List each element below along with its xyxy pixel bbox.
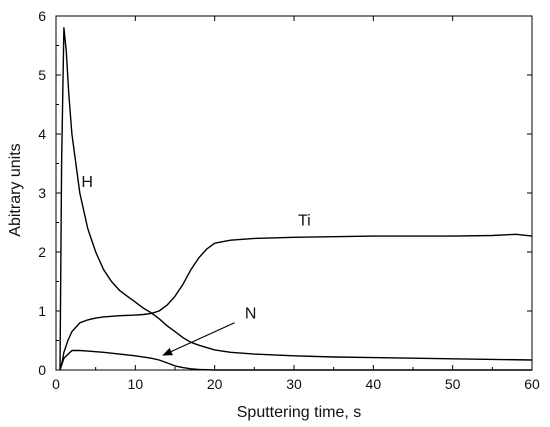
y-tick-label: 3 <box>38 185 46 201</box>
series-line-n <box>59 349 532 371</box>
annotation-layer: H Ti N <box>81 174 311 356</box>
x-tick-label: 50 <box>445 376 461 392</box>
x-tick-label: 10 <box>128 376 144 392</box>
plot-frame <box>55 15 533 371</box>
x-tick-label: 30 <box>286 376 302 392</box>
x-tick-label: 40 <box>366 376 382 392</box>
y-tick-label: 6 <box>38 8 46 24</box>
series-line-h <box>59 27 533 371</box>
y-axis-title: Abitrary units <box>7 143 24 236</box>
x-tick-label: 60 <box>524 376 540 392</box>
annotation-ti: Ti <box>298 212 311 229</box>
x-tick-label: 20 <box>207 376 223 392</box>
x-tick-label: 0 <box>52 376 60 392</box>
y-tick-label: 5 <box>38 67 46 83</box>
plot-area <box>55 15 533 371</box>
y-tick-label: 4 <box>38 126 46 142</box>
annotation-n: N <box>245 306 257 323</box>
y-tick-label: 2 <box>38 244 46 260</box>
series-line-ti <box>59 233 533 371</box>
y-tick-label: 1 <box>38 303 46 319</box>
y-axis: 0 1 2 3 4 5 6 <box>38 8 532 378</box>
x-axis-title: Sputtering time, s <box>237 404 362 421</box>
y-tick-label: 0 <box>38 362 46 378</box>
series-layer <box>59 27 533 371</box>
annotation-h: H <box>81 174 93 191</box>
x-axis: 0 10 20 30 40 50 60 <box>52 16 540 392</box>
annotation-arrow <box>162 322 235 356</box>
